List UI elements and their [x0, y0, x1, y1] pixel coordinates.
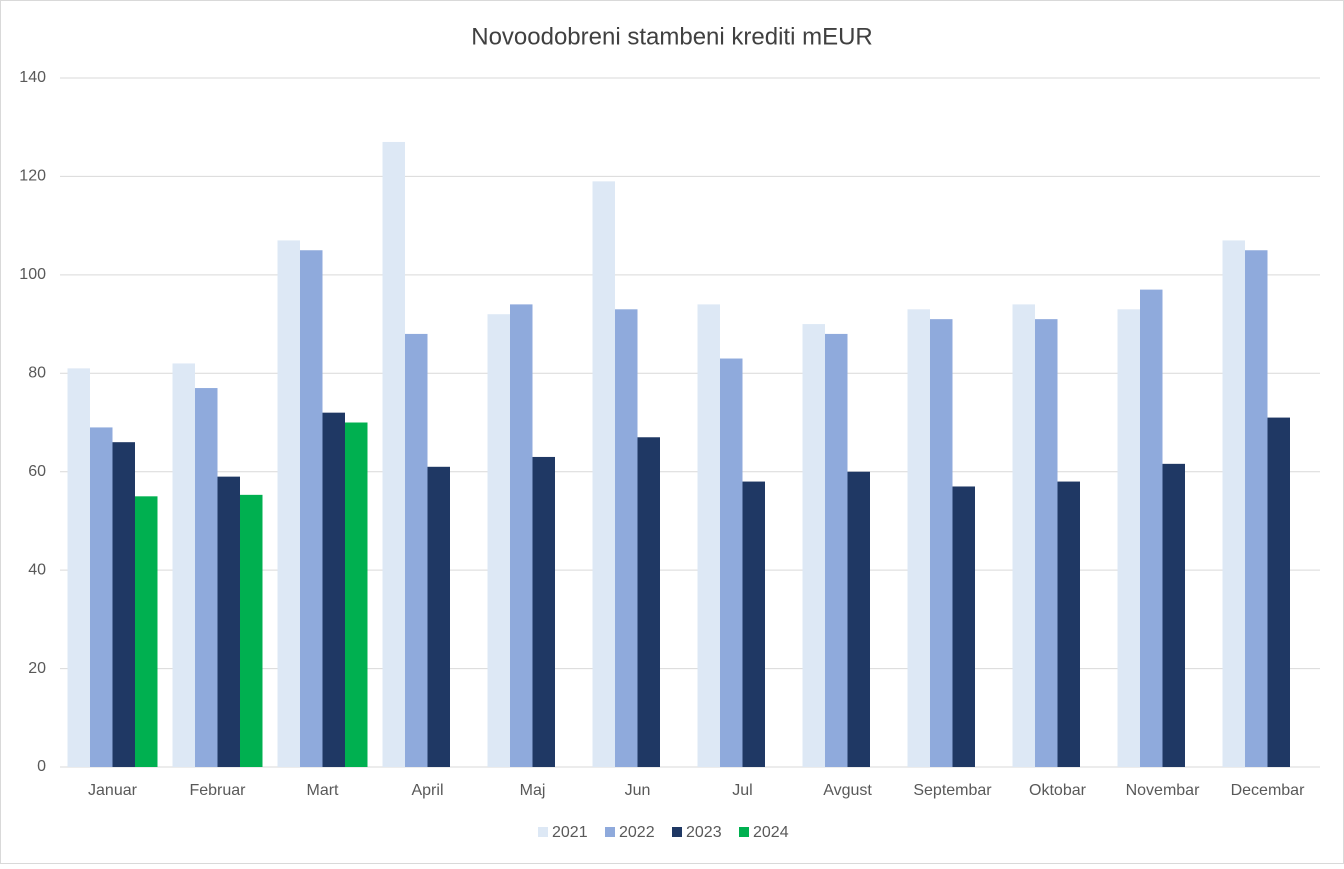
bar: [697, 304, 720, 767]
x-tick-label: Jun: [625, 782, 651, 799]
bar: [67, 368, 90, 767]
x-tick-label: Septembar: [913, 782, 992, 799]
y-tick-label: 140: [19, 69, 46, 86]
bar: [1140, 289, 1163, 767]
legend-swatch: [538, 827, 548, 837]
x-tick-label: Decembar: [1231, 782, 1305, 799]
bar: [1245, 250, 1268, 767]
x-tick-label: April: [411, 782, 443, 799]
bar: [487, 314, 510, 767]
bar: [112, 442, 135, 767]
bar: [300, 250, 323, 767]
bar: [90, 427, 113, 767]
bar: [847, 471, 870, 767]
bar: [240, 494, 263, 767]
legend-label: 2022: [619, 824, 655, 841]
bar: [802, 324, 825, 767]
legend-swatch: [605, 827, 615, 837]
x-tick-label: Mart: [307, 782, 340, 799]
legend-label: 2021: [552, 824, 588, 841]
bar: [742, 481, 765, 767]
bar: [907, 309, 930, 767]
bar: [952, 486, 975, 767]
bar: [195, 388, 218, 767]
bar: [382, 141, 405, 767]
y-tick-label: 60: [28, 463, 46, 480]
bar: [1117, 309, 1140, 767]
y-tick-label: 100: [19, 266, 46, 283]
x-tick-label: Novembar: [1126, 782, 1200, 799]
y-tick-label: 80: [28, 365, 46, 382]
bar: [720, 358, 743, 767]
legend-swatch: [739, 827, 749, 837]
x-tick-label: Maj: [520, 782, 546, 799]
bar: [277, 240, 300, 767]
bar: [615, 309, 638, 767]
y-tick-label: 20: [28, 660, 46, 677]
bar: [1267, 417, 1290, 767]
x-tick-label: Oktobar: [1029, 782, 1087, 799]
y-tick-label: 120: [19, 168, 46, 185]
bar: [135, 496, 158, 767]
bar: [637, 437, 660, 767]
bar: [1012, 304, 1035, 767]
bar: [1162, 463, 1185, 767]
y-tick-label: 0: [37, 758, 46, 775]
bar: [1222, 240, 1245, 767]
bar: [592, 181, 615, 768]
bar: [1035, 319, 1058, 767]
x-tick-label: Avgust: [823, 782, 872, 799]
bar: [825, 333, 848, 767]
legend-label: 2023: [686, 824, 722, 841]
y-tick-label: 40: [28, 561, 46, 578]
bar: [510, 304, 533, 767]
bar: [217, 476, 240, 767]
x-tick-label: Februar: [189, 782, 246, 799]
bar: [532, 456, 555, 767]
legend-label: 2024: [753, 824, 789, 841]
bar: [427, 466, 450, 767]
chart-title: Novoodobreni stambeni krediti mEUR: [471, 23, 873, 50]
bar: [405, 333, 428, 767]
bar: [1057, 481, 1080, 767]
legend-swatch: [672, 827, 682, 837]
bar: [172, 363, 195, 767]
bar: [322, 412, 345, 767]
x-tick-label: Januar: [88, 782, 138, 799]
bar: [930, 319, 953, 767]
x-tick-label: Jul: [732, 782, 752, 799]
bar: [345, 422, 368, 767]
